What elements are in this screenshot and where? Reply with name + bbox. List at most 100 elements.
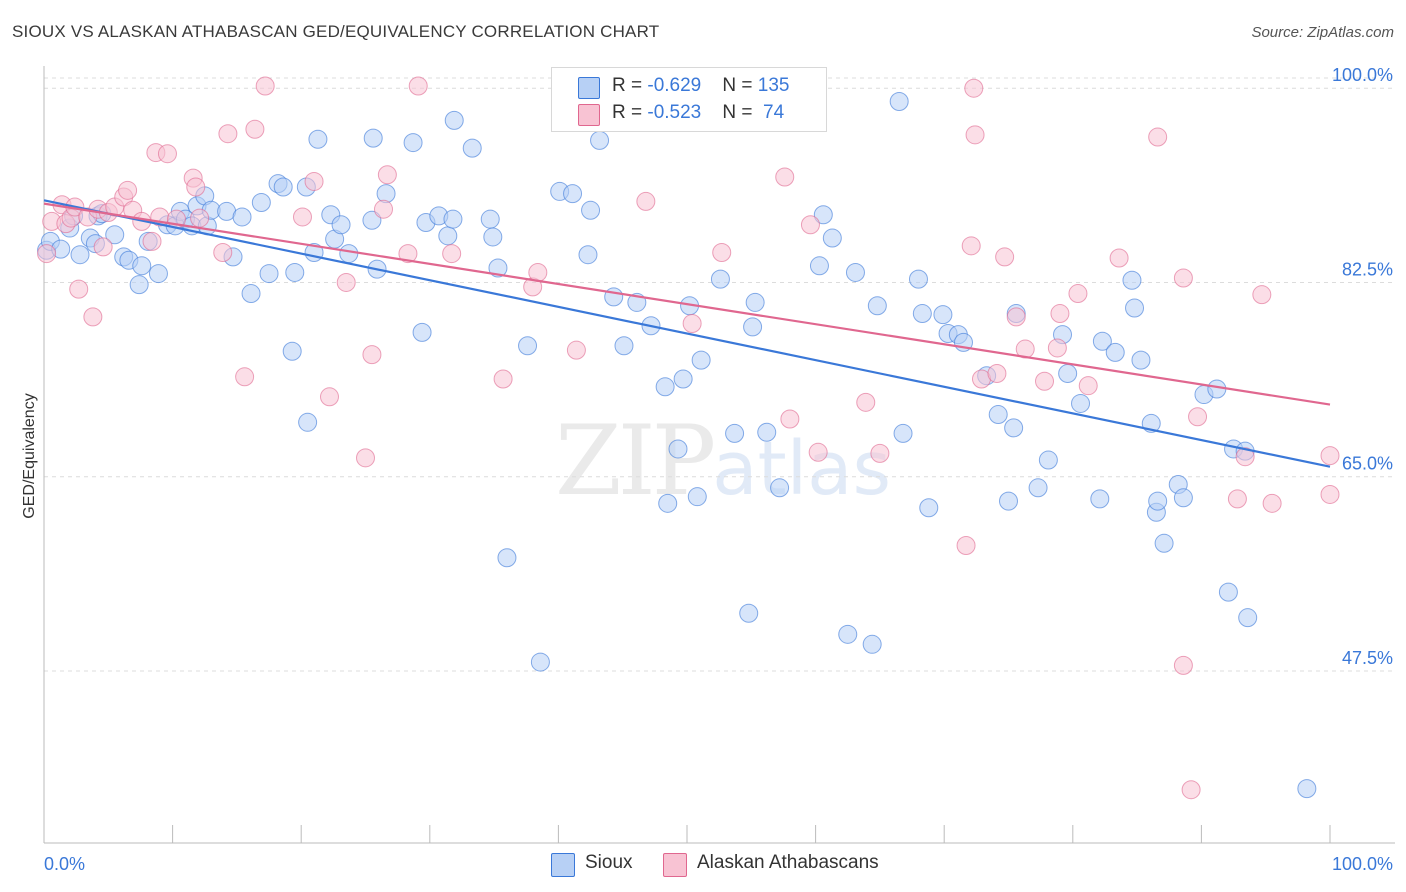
point-sioux (259, 264, 279, 284)
point-alaskan-athabascans (118, 180, 138, 200)
point-alaskan-athabascans (870, 443, 890, 463)
point-sioux (809, 256, 829, 276)
point-sioux (363, 128, 383, 148)
x-tick-label-max: 100.0% (1332, 854, 1393, 874)
point-sioux (1071, 393, 1091, 413)
point-sioux (658, 493, 678, 513)
legend-swatch-athabascans (578, 104, 600, 126)
point-sioux (241, 284, 261, 304)
point-alaskan-athabascans (780, 409, 800, 429)
legend-n-label: N = (722, 75, 758, 96)
point-alaskan-athabascans (775, 167, 795, 187)
point-alaskan-athabascans (965, 125, 985, 145)
point-alaskan-athabascans (255, 76, 275, 96)
point-sioux (1154, 533, 1174, 553)
point-alaskan-athabascans (1015, 339, 1035, 359)
point-sioux (933, 305, 953, 325)
point-sioux (578, 245, 598, 265)
point-sioux (590, 130, 610, 150)
point-sioux (757, 422, 777, 442)
point-sioux (232, 207, 252, 227)
point-sioux (403, 133, 423, 153)
legend-n-value: 135 (757, 75, 790, 96)
chart-title: SIOUX VS ALASKAN ATHABASCAN GED/EQUIVALE… (12, 22, 660, 41)
point-alaskan-athabascans (1262, 493, 1282, 513)
y-tick-label: 65.0% (1342, 454, 1393, 474)
point-alaskan-athabascans (1109, 248, 1129, 268)
point-sioux (668, 439, 688, 459)
legend-r-value: -0.629 (647, 75, 702, 96)
point-sioux (285, 262, 305, 282)
point-alaskan-athabascans (808, 442, 828, 462)
point-sioux (1105, 342, 1125, 362)
point-sioux (919, 498, 939, 518)
point-alaskan-athabascans (213, 242, 233, 262)
point-alaskan-athabascans (1181, 780, 1201, 800)
point-sioux (813, 205, 833, 225)
point-sioux (1173, 488, 1193, 508)
point-alaskan-athabascans (69, 279, 89, 299)
point-alaskan-athabascans (995, 247, 1015, 267)
point-sioux (1038, 450, 1058, 470)
point-sioux (362, 210, 382, 230)
point-sioux (1004, 418, 1024, 438)
point-alaskan-athabascans (1006, 307, 1026, 327)
legend-n-label: N = (722, 102, 758, 123)
point-sioux (822, 228, 842, 248)
point-sioux (770, 478, 790, 498)
correlation-legend: R = -0.629 N = 135 R = -0.523 N = 74 (551, 67, 827, 132)
point-alaskan-athabascans (186, 177, 206, 197)
point-sioux (282, 341, 302, 361)
point-alaskan-athabascans (493, 369, 513, 389)
legend-swatch-sioux (578, 77, 600, 99)
chart-source: Source: ZipAtlas.com (1251, 24, 1394, 41)
point-sioux (673, 369, 693, 389)
point-sioux (1148, 491, 1168, 511)
point-alaskan-athabascans (1047, 338, 1067, 358)
point-alaskan-athabascans (987, 363, 1007, 383)
point-sioux (308, 129, 328, 149)
point-alaskan-athabascans (1173, 655, 1193, 675)
point-sioux (444, 110, 464, 130)
point-sioux (438, 226, 458, 246)
point-alaskan-athabascans (1035, 371, 1055, 391)
point-sioux (687, 487, 707, 507)
point-alaskan-athabascans (377, 165, 397, 185)
point-alaskan-athabascans (1173, 268, 1193, 288)
point-alaskan-athabascans (37, 244, 57, 264)
legend-r-label: R = (612, 75, 648, 96)
point-alaskan-athabascans (190, 208, 210, 228)
point-sioux (1207, 379, 1227, 399)
point-alaskan-athabascans (157, 144, 177, 164)
legend-n-value: 74 (757, 102, 785, 123)
point-sioux (105, 225, 125, 245)
point-alaskan-athabascans (1148, 127, 1168, 147)
point-sioux (563, 184, 583, 204)
point-alaskan-athabascans (682, 314, 702, 334)
point-alaskan-athabascans (1320, 446, 1340, 466)
point-sioux (251, 193, 271, 213)
legend-r-label: R = (612, 102, 648, 123)
point-alaskan-athabascans (336, 272, 356, 292)
point-alaskan-athabascans (319, 387, 339, 407)
point-sioux (655, 377, 675, 397)
point-sioux (838, 624, 858, 644)
bottom-legend-label-athabascans: Alaskan Athabascans (697, 852, 879, 873)
point-alaskan-athabascans (362, 345, 382, 365)
point-alaskan-athabascans (374, 199, 394, 219)
point-sioux (148, 264, 168, 284)
point-alaskan-athabascans (245, 119, 265, 139)
x-tick-label-min: 0.0% (44, 854, 85, 874)
point-alaskan-athabascans (356, 448, 375, 468)
point-alaskan-athabascans (1078, 376, 1098, 396)
point-sioux (1131, 350, 1151, 370)
point-sioux (581, 200, 601, 220)
point-sioux (691, 350, 711, 370)
point-sioux (443, 209, 463, 229)
point-alaskan-athabascans (442, 244, 462, 264)
trend-line-sioux (43, 199, 1331, 468)
point-sioux (1238, 608, 1258, 628)
point-sioux (725, 423, 745, 443)
point-sioux (530, 652, 550, 672)
point-alaskan-athabascans (1188, 407, 1208, 427)
